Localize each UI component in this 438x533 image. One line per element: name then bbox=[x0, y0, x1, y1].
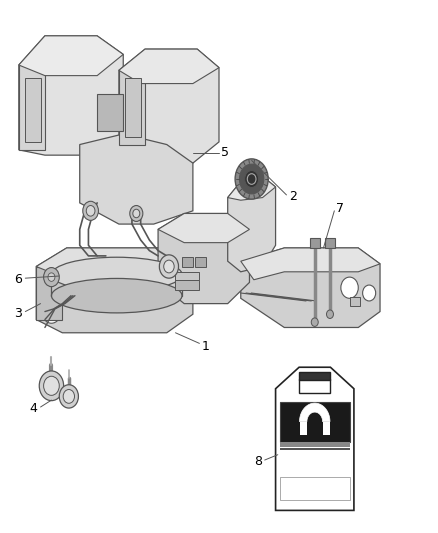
Circle shape bbox=[86, 206, 95, 216]
Circle shape bbox=[341, 277, 358, 298]
Circle shape bbox=[42, 273, 61, 297]
Bar bbox=[300, 422, 307, 435]
Polygon shape bbox=[19, 36, 123, 155]
Polygon shape bbox=[19, 65, 45, 150]
Ellipse shape bbox=[51, 278, 182, 313]
Circle shape bbox=[311, 318, 318, 326]
Polygon shape bbox=[119, 49, 219, 163]
Polygon shape bbox=[125, 78, 141, 136]
Polygon shape bbox=[119, 70, 145, 144]
Polygon shape bbox=[158, 214, 250, 243]
Polygon shape bbox=[158, 214, 250, 304]
Circle shape bbox=[363, 285, 376, 301]
Polygon shape bbox=[228, 176, 276, 272]
Circle shape bbox=[59, 385, 78, 408]
Text: 5: 5 bbox=[221, 146, 229, 159]
Polygon shape bbox=[36, 248, 193, 277]
Bar bbox=[350, 297, 360, 306]
Bar bbox=[280, 477, 350, 500]
Text: 8: 8 bbox=[254, 455, 261, 468]
Bar bbox=[280, 448, 350, 450]
Bar bbox=[176, 272, 199, 280]
Polygon shape bbox=[241, 248, 380, 280]
Text: 2: 2 bbox=[289, 190, 297, 203]
Circle shape bbox=[39, 371, 64, 401]
Bar bbox=[176, 280, 199, 290]
Polygon shape bbox=[25, 78, 41, 142]
Circle shape bbox=[48, 273, 55, 281]
Polygon shape bbox=[300, 403, 330, 422]
Polygon shape bbox=[97, 94, 123, 131]
Bar bbox=[195, 257, 206, 266]
Bar bbox=[280, 401, 350, 442]
Polygon shape bbox=[36, 248, 193, 333]
Polygon shape bbox=[276, 367, 354, 511]
Bar bbox=[322, 422, 330, 435]
Polygon shape bbox=[51, 274, 182, 296]
Bar bbox=[325, 238, 335, 248]
Polygon shape bbox=[80, 134, 193, 224]
Polygon shape bbox=[241, 248, 380, 327]
Polygon shape bbox=[19, 36, 123, 76]
Circle shape bbox=[130, 206, 143, 221]
Bar bbox=[299, 372, 330, 380]
Circle shape bbox=[44, 268, 59, 287]
Circle shape bbox=[42, 300, 61, 323]
Polygon shape bbox=[36, 266, 62, 319]
Circle shape bbox=[164, 260, 174, 273]
Text: 3: 3 bbox=[14, 306, 22, 320]
Bar bbox=[310, 238, 320, 248]
Bar bbox=[182, 257, 193, 266]
Circle shape bbox=[44, 376, 59, 395]
Circle shape bbox=[326, 310, 333, 318]
Text: 7: 7 bbox=[336, 201, 344, 215]
Text: 6: 6 bbox=[14, 273, 22, 286]
Circle shape bbox=[63, 390, 74, 403]
Text: 1: 1 bbox=[201, 340, 209, 352]
Circle shape bbox=[235, 159, 268, 199]
Circle shape bbox=[159, 255, 179, 278]
Bar bbox=[299, 378, 330, 393]
Circle shape bbox=[133, 209, 140, 217]
Polygon shape bbox=[228, 176, 276, 200]
Text: 4: 4 bbox=[30, 402, 38, 415]
Polygon shape bbox=[119, 49, 219, 84]
Circle shape bbox=[83, 201, 99, 220]
Circle shape bbox=[240, 164, 264, 194]
Ellipse shape bbox=[51, 257, 182, 292]
Circle shape bbox=[245, 171, 258, 188]
Bar bbox=[280, 442, 350, 447]
